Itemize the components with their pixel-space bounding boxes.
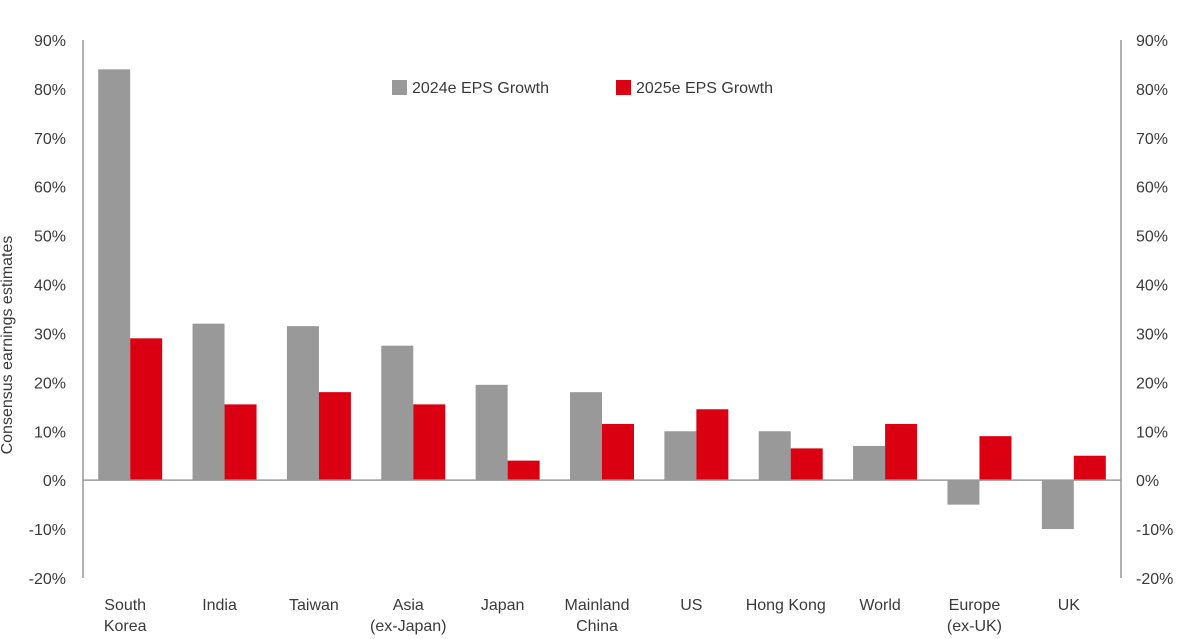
legend-swatch [392, 80, 407, 95]
y-tick-label-left: -20% [29, 571, 66, 588]
legend-swatch [616, 80, 631, 95]
bar-series2 [602, 423, 634, 481]
y-tick-label-left: -10% [29, 522, 66, 539]
bar-series1 [853, 445, 886, 481]
bar-series1 [381, 345, 414, 481]
x-category-label: UK [1058, 597, 1081, 614]
y-axis-title: Consensus earnings estimates [0, 236, 16, 455]
bar-series1 [570, 392, 602, 481]
x-category-label: (ex-Japan) [370, 618, 446, 635]
x-category-label: (ex-UK) [947, 618, 1002, 635]
bar-series2 [507, 460, 540, 481]
x-category-label: China [576, 618, 618, 635]
y-tick-label-right: 0% [1136, 473, 1159, 490]
y-tick-label-right: 70% [1136, 131, 1168, 148]
bar-series2 [130, 338, 163, 481]
y-tick-label-left: 50% [34, 229, 66, 246]
y-tick-label-right: 60% [1136, 180, 1168, 197]
y-tick-label-right: 50% [1136, 229, 1168, 246]
y-tick-label-left: 70% [34, 131, 66, 148]
y-tick-label-right: 80% [1136, 82, 1168, 99]
bar-series1 [475, 384, 508, 481]
bar-series2 [413, 404, 446, 481]
x-category-label: Hong Kong [746, 597, 826, 614]
bar-series2 [885, 423, 918, 481]
bar-series1 [1041, 480, 1074, 530]
x-category-label: Asia [393, 597, 424, 614]
x-category-label: World [859, 597, 901, 614]
x-category-label: South [104, 597, 146, 614]
legend-label: 2025e EPS Growth [636, 80, 773, 97]
y-tick-label-right: 10% [1136, 424, 1168, 441]
y-tick-label-right: 20% [1136, 375, 1168, 392]
y-tick-label-left: 80% [34, 82, 66, 99]
y-tick-label-right: -20% [1136, 571, 1173, 588]
bar-series1 [758, 431, 791, 481]
y-tick-label-left: 40% [34, 278, 66, 295]
bar-series1 [947, 480, 980, 505]
y-tick-label-right: -10% [1136, 522, 1173, 539]
bar-series1 [664, 431, 697, 481]
legend-label: 2024e EPS Growth [412, 80, 549, 97]
bar-series1 [192, 323, 225, 481]
y-tick-label-right: 90% [1136, 33, 1168, 50]
bar-series2 [696, 409, 729, 481]
x-category-label: India [202, 597, 237, 614]
y-tick-label-left: 10% [34, 424, 66, 441]
bar-series2 [318, 392, 351, 481]
bar-series2 [790, 448, 823, 481]
x-category-label: Japan [481, 597, 525, 614]
y-tick-label-left: 60% [34, 180, 66, 197]
y-tick-label-left: 30% [34, 326, 66, 343]
x-category-label: Korea [104, 618, 147, 635]
bar-series2 [979, 436, 1012, 481]
y-tick-label-right: 40% [1136, 278, 1168, 295]
bar-series1 [98, 69, 131, 481]
y-tick-label-left: 20% [34, 375, 66, 392]
x-category-label: Europe [949, 597, 1001, 614]
x-category-label: US [680, 597, 702, 614]
x-category-label: Taiwan [289, 597, 339, 614]
y-tick-label-right: 30% [1136, 326, 1168, 343]
y-tick-label-left: 90% [34, 33, 66, 50]
x-category-label: Mainland [565, 597, 630, 614]
y-tick-label-left: 0% [43, 473, 66, 490]
bar-series2 [1073, 455, 1106, 481]
bar-series1 [286, 326, 319, 481]
bar-series2 [224, 404, 257, 481]
